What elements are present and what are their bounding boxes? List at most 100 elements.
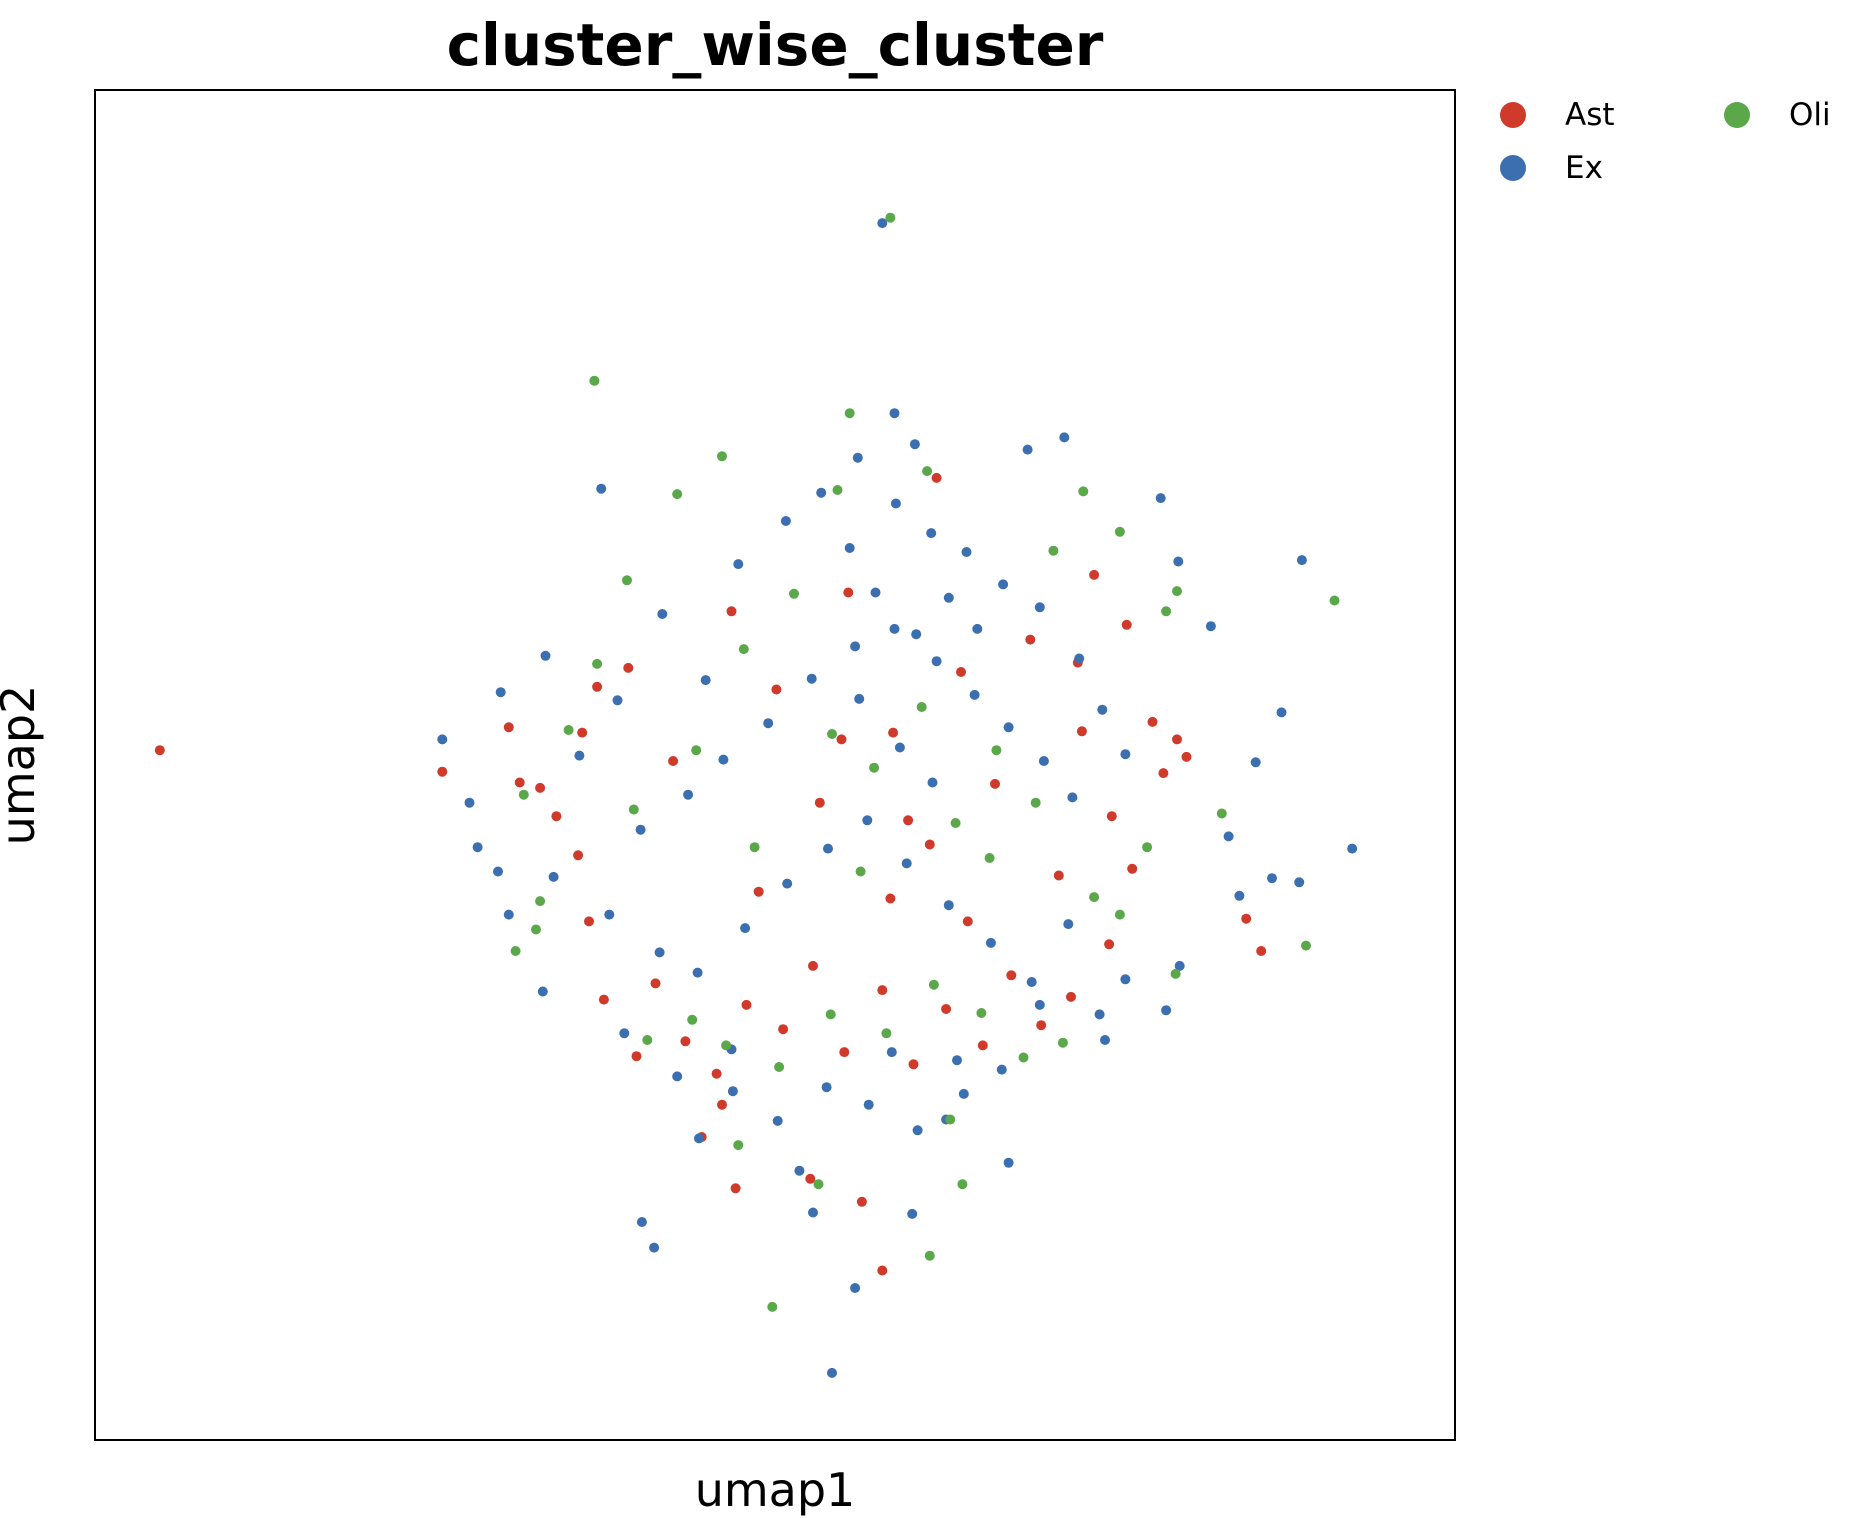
point-ex-62 <box>821 1082 832 1093</box>
point-ast-60 <box>551 811 562 822</box>
point-ex-72 <box>850 1283 861 1293</box>
legend: Ast Oli Ex <box>1500 95 1860 215</box>
point-ex-26 <box>926 528 937 539</box>
point-ast-3 <box>535 782 546 793</box>
point-ex-37 <box>806 673 817 684</box>
legend-item-ast: Ast <box>1500 95 1615 135</box>
point-ex-22 <box>780 516 791 526</box>
point-ex-9 <box>1250 757 1261 768</box>
point-oli-12 <box>1170 968 1181 979</box>
point-ast-18 <box>1106 811 1117 822</box>
point-oli-50 <box>1089 892 1100 903</box>
point-oli-46 <box>622 575 632 586</box>
point-oli-39 <box>945 1114 956 1125</box>
point-ex-100 <box>894 742 905 753</box>
point-ex-80 <box>1100 1035 1110 1045</box>
point-ast-24 <box>741 999 752 1010</box>
point-oli-5 <box>844 408 855 419</box>
point-ast-37 <box>1147 716 1158 727</box>
point-oli-13 <box>1216 808 1227 819</box>
point-oli-32 <box>928 979 939 990</box>
point-ex-66 <box>996 1064 1007 1075</box>
point-ex-77 <box>886 1047 897 1058</box>
point-ex-18 <box>612 695 623 706</box>
point-ex-79 <box>1034 999 1045 1010</box>
point-ex-57 <box>1094 1009 1105 1020</box>
point-ast-22 <box>680 1036 691 1047</box>
point-ast-50 <box>1256 946 1267 956</box>
point-ast-36 <box>1127 863 1138 874</box>
y-axis-label: umap2 <box>0 684 45 846</box>
point-ex-4 <box>1059 432 1070 443</box>
point-ex-47 <box>692 967 703 978</box>
point-ast-29 <box>908 1059 919 1070</box>
point-ast-55 <box>931 472 942 483</box>
point-ex-8 <box>1205 621 1216 632</box>
point-ex-99 <box>854 693 865 704</box>
point-ex-27 <box>961 547 972 557</box>
point-oli-24 <box>991 745 1002 756</box>
point-ast-38 <box>1172 734 1182 745</box>
point-oli-31 <box>881 1028 892 1039</box>
legend-item-oli: Oli <box>1724 95 1831 135</box>
point-ast-28 <box>877 985 888 996</box>
point-ex-58 <box>619 1028 630 1039</box>
point-ex-49 <box>782 878 793 889</box>
point-ast-40 <box>514 777 525 788</box>
legend-marker-ex <box>1500 155 1526 181</box>
point-oli-14 <box>518 789 529 800</box>
scatter-plot <box>154 212 1358 1378</box>
point-ast-41 <box>592 681 603 692</box>
point-ex-89 <box>1174 960 1185 971</box>
point-oli-26 <box>642 1035 653 1045</box>
point-ex-65 <box>958 1088 969 1099</box>
point-ast-26 <box>808 960 818 971</box>
point-ex-94 <box>844 543 855 553</box>
point-ex-39 <box>889 623 900 634</box>
point-ex-70 <box>794 1165 805 1176</box>
point-ex-81 <box>1120 974 1131 985</box>
point-ex-24 <box>852 452 863 463</box>
point-ast-17 <box>1076 726 1087 737</box>
point-ex-63 <box>863 1099 874 1110</box>
point-oli-54 <box>1048 545 1059 556</box>
point-ast-46 <box>717 1099 727 1110</box>
point-ex-3 <box>909 439 920 450</box>
point-oli-40 <box>957 1179 968 1190</box>
point-ex-97 <box>943 592 954 603</box>
point-ex-28 <box>998 579 1009 590</box>
point-ex-15 <box>495 687 506 698</box>
point-ex-46 <box>654 947 665 958</box>
point-ex-96 <box>911 629 922 640</box>
point-ex-67 <box>472 842 483 853</box>
point-ex-83 <box>503 909 514 920</box>
point-ast-9 <box>814 797 825 808</box>
point-ast-19 <box>598 994 609 1005</box>
point-ex-10 <box>1294 877 1305 888</box>
point-ex-42 <box>1003 722 1014 733</box>
legend-label-ex: Ex <box>1565 150 1603 186</box>
point-ex-82 <box>537 986 548 997</box>
point-ex-0 <box>877 218 888 229</box>
point-ast-47 <box>805 1173 816 1184</box>
point-ast-42 <box>753 886 764 897</box>
point-ex-75 <box>694 1133 704 1144</box>
point-oli-10 <box>1329 595 1340 606</box>
point-oli-29 <box>774 1062 785 1072</box>
point-ex-90 <box>1161 1005 1172 1016</box>
point-ast-6 <box>668 756 679 766</box>
point-oli-36 <box>733 1140 744 1151</box>
point-ex-101 <box>927 777 938 788</box>
point-ex-36 <box>763 718 774 729</box>
point-ast-11 <box>888 727 899 738</box>
point-ex-21 <box>733 559 744 570</box>
point-oli-19 <box>789 588 799 599</box>
point-ex-20 <box>700 675 711 686</box>
point-ex-73 <box>649 1242 660 1253</box>
point-ex-61 <box>772 1115 783 1126</box>
point-oli-43 <box>510 946 521 956</box>
point-oli-18 <box>738 644 749 655</box>
point-ex-16 <box>540 650 551 661</box>
point-oli-35 <box>1057 1037 1068 1048</box>
point-ast-4 <box>577 727 588 738</box>
